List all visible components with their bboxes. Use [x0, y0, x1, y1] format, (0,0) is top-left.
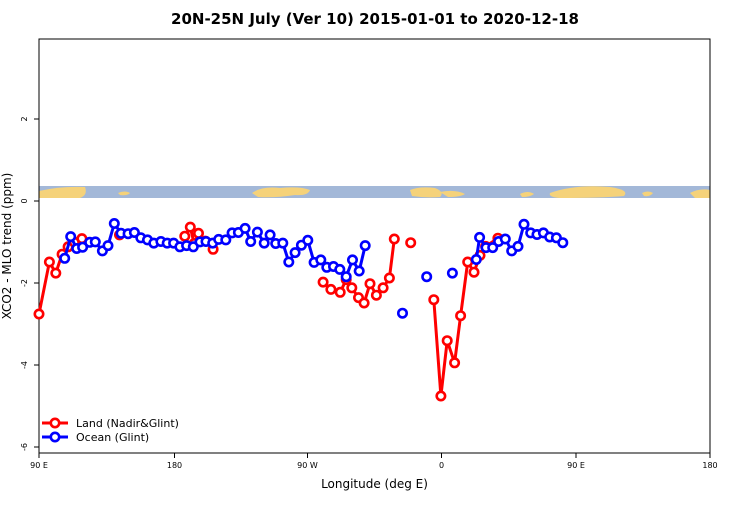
landmass: [252, 187, 310, 198]
ocean-data-point: [512, 240, 524, 252]
land-data-point: [462, 256, 474, 268]
ocean-data-point: [470, 254, 482, 266]
y-axis-label: XCO2 - MLO trend (ppm): [0, 173, 14, 320]
ocean-data-point: [283, 256, 295, 268]
landmass: [39, 186, 86, 198]
x-axis: 90 E 180 90 W 0 90 E 180 Longitude (deg …: [30, 453, 718, 491]
x-tick-label: 180: [167, 461, 182, 470]
land-data-point: [370, 289, 382, 301]
land-data-point: [184, 221, 196, 233]
land-data-point: [317, 276, 329, 288]
chart-title: 20N-25N July (Ver 10) 2015-01-01 to 2020…: [171, 10, 579, 28]
ocean-data-point: [59, 252, 71, 264]
ocean-data-point: [77, 241, 89, 253]
x-tick-label: 90 E: [30, 461, 48, 470]
land-data-point: [43, 256, 55, 268]
land-data-point: [334, 286, 346, 298]
landmass: [440, 190, 465, 197]
ocean-data-point: [102, 240, 114, 252]
land-data-point: [364, 278, 376, 290]
ocean-data-point: [289, 247, 301, 259]
land-data-point: [388, 233, 400, 245]
ocean-data-point: [65, 231, 77, 243]
land-data-point: [358, 297, 370, 309]
ocean-data-point: [302, 234, 314, 246]
land-data-point: [33, 308, 45, 320]
legend: Land (Nadir&Glint) Ocean (Glint): [42, 417, 179, 444]
ocean-series: [59, 218, 569, 319]
y-axis: -6 -4 -2 0 2 XCO2 - MLO trend (ppm): [0, 116, 39, 451]
y-tick-label: -4: [20, 361, 29, 369]
legend-land-label: Land (Nadir&Glint): [76, 417, 179, 430]
ocean-data-point: [264, 229, 276, 241]
land-data-point: [455, 310, 467, 322]
x-tick-label: 0: [439, 461, 444, 470]
landmass: [520, 192, 534, 197]
ocean-data-point: [446, 267, 458, 279]
x-axis-label: Longitude (deg E): [321, 477, 428, 491]
ocean-data-point: [499, 233, 511, 245]
ocean-data-point: [346, 254, 358, 266]
land-data-point: [468, 266, 480, 278]
ocean-data-point: [315, 254, 327, 266]
ocean-band: [39, 186, 710, 198]
plot-area: [38, 38, 711, 454]
ocean-data-point: [258, 237, 270, 249]
y-tick-label: 2: [20, 116, 29, 121]
ocean-data-point: [220, 234, 232, 246]
land-data-point: [441, 335, 453, 347]
legend-ocean-label: Ocean (Glint): [76, 431, 149, 444]
ocean-data-point: [557, 237, 569, 249]
y-tick-label: -2: [20, 279, 29, 287]
land-data-point: [377, 282, 389, 294]
map-strip: [39, 186, 710, 198]
land-data-point: [346, 282, 358, 294]
x-tick-label: 90 W: [297, 461, 318, 470]
ocean-data-point: [474, 231, 486, 243]
x-tick-label: 90 E: [567, 461, 585, 470]
ocean-data-point: [518, 218, 530, 230]
landmass: [642, 191, 653, 197]
ocean-data-point: [251, 226, 263, 238]
land-data-point: [383, 272, 395, 284]
ocean-data-point: [421, 271, 433, 283]
ocean-data-point: [108, 218, 120, 230]
landmass: [118, 191, 130, 196]
ocean-data-point: [359, 240, 371, 252]
land-data-point: [193, 227, 205, 239]
ocean-data-point: [353, 265, 365, 277]
land-data-point: [435, 390, 447, 402]
ocean-data-point: [396, 307, 408, 319]
y-tick-label: 0: [20, 198, 29, 203]
land-data-point: [405, 237, 417, 249]
ocean-data-point: [239, 222, 251, 234]
land-data-point: [50, 267, 62, 279]
x-tick-label: 180: [702, 461, 717, 470]
landmass: [410, 187, 442, 198]
land-data-point: [449, 357, 461, 369]
landmass: [549, 186, 626, 198]
legend-land-marker: [49, 417, 61, 429]
ocean-data-point: [245, 236, 257, 248]
legend-ocean-marker: [49, 431, 61, 443]
series-layer: [33, 218, 569, 402]
y-tick-label: -6: [20, 443, 29, 451]
ocean-data-point: [334, 263, 346, 275]
ocean-data-point: [277, 237, 289, 249]
ocean-data-point: [487, 242, 499, 254]
ocean-data-point: [340, 271, 352, 283]
land-data-point: [325, 283, 337, 295]
land-data-point: [428, 294, 440, 306]
land-data-point: [179, 230, 191, 242]
ocean-data-point: [89, 236, 101, 248]
landmass: [690, 189, 710, 198]
